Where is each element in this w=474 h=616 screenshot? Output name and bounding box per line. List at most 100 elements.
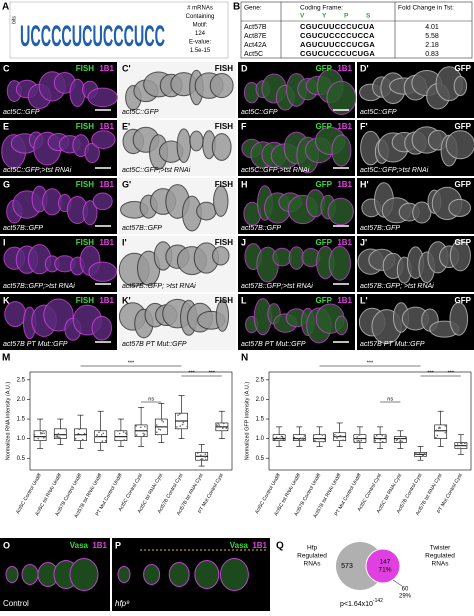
- coding-frame: AGUCUUCCCUCGA: [300, 40, 375, 49]
- genotype-caption: act57B PT Mut::GFP: [241, 341, 306, 348]
- venn-pct: 71%: [378, 567, 391, 574]
- jitter-point: [360, 439, 363, 442]
- jitter-point: [341, 435, 343, 438]
- jitter-point: [435, 436, 437, 439]
- genotype-caption: act57B PT Mut::GFP: [3, 341, 68, 348]
- genotype-caption: act57B::GFP;>tst RNAi: [241, 283, 313, 290]
- jitter-point: [313, 434, 315, 437]
- coding-frame: CGUCUUCCCUCUA: [300, 22, 375, 31]
- jitter-point: [200, 454, 202, 456]
- jitter-point: [302, 438, 305, 441]
- micrograph: [357, 62, 474, 118]
- jitter-point: [401, 440, 403, 443]
- micrograph: [0, 294, 117, 350]
- fold-change: 2.18: [425, 42, 439, 49]
- y-tick-label: 2.0: [256, 397, 265, 403]
- jitter-point: [375, 434, 378, 437]
- jitter-point: [353, 440, 355, 443]
- channel-label: GFP: [316, 238, 333, 247]
- jitter-point: [356, 436, 358, 438]
- gene-name: Act5C: [244, 51, 263, 58]
- panel-label: G: [3, 179, 10, 189]
- frame-letter: V: [300, 13, 305, 20]
- plot-frame: [29, 371, 233, 471]
- jitter-point: [293, 436, 296, 439]
- genotype-caption: act5C::GFP;>tst RNAi: [241, 167, 310, 174]
- jitter-point: [379, 439, 382, 441]
- jitter-point: [115, 439, 117, 442]
- venn-title: RNAs: [304, 561, 322, 568]
- jitter-point: [321, 434, 324, 436]
- channel-label: FISH: [76, 296, 94, 305]
- jitter-point: [178, 413, 181, 415]
- genotype-caption: act57B::GFP: [360, 225, 400, 232]
- jitter-point: [135, 425, 138, 427]
- micrograph: [238, 62, 357, 118]
- jitter-point: [423, 453, 426, 455]
- jitter-point: [77, 432, 80, 435]
- jitter-point: [40, 431, 42, 434]
- logo-frame: [9, 1, 229, 59]
- cell-cluster: [448, 198, 472, 217]
- frame-letter: Y: [322, 13, 327, 20]
- channel-label: FISH: [76, 180, 94, 189]
- jitter-point: [96, 434, 98, 436]
- panel-label: E': [122, 121, 130, 131]
- panel-label: N: [241, 353, 248, 364]
- venn-title: Regulated: [297, 553, 327, 560]
- cell-cluster: [445, 130, 474, 160]
- jitter-point: [215, 424, 217, 426]
- jitter-point: [143, 434, 145, 437]
- jitter-point: [422, 455, 425, 457]
- cell-cluster: [87, 87, 118, 108]
- channel-label: GFP: [455, 238, 472, 247]
- jitter-point: [163, 425, 166, 428]
- y-tick-label: 2.5: [256, 377, 265, 383]
- micrograph: [357, 120, 474, 176]
- cyst: [143, 564, 161, 585]
- table-frame: [240, 1, 473, 59]
- channel-label: GFP: [316, 64, 333, 73]
- jitter-point: [125, 433, 128, 436]
- panel-label: M: [2, 353, 10, 364]
- channel-label: 1B1: [99, 296, 114, 305]
- genotype-caption: act5C::GFP: [360, 109, 397, 116]
- cell-cluster: [196, 201, 217, 221]
- jitter-point: [122, 431, 125, 433]
- jitter-point: [299, 437, 302, 439]
- motif-text: E-value:: [189, 40, 211, 46]
- jitter-point: [159, 429, 162, 431]
- cell-cluster: [412, 201, 432, 224]
- significance-label: ***: [188, 370, 195, 376]
- jitter-point: [100, 434, 103, 436]
- venn-twister: [365, 548, 401, 584]
- cell-cluster: [4, 301, 27, 328]
- y-tick-label: 1.0: [256, 436, 265, 442]
- cell-cluster: [449, 239, 471, 272]
- jitter-point: [459, 447, 462, 450]
- venn-title: Regulated: [425, 553, 455, 560]
- significance-label: ***: [448, 370, 455, 376]
- motif-text: # mRNAs: [187, 6, 213, 12]
- cell-cluster: [92, 192, 113, 211]
- panel-label: J: [241, 237, 246, 247]
- gene-name: Act42A: [244, 42, 267, 49]
- channel-label: GFP: [455, 296, 472, 305]
- panel-label: I: [3, 237, 6, 247]
- jitter-point: [204, 456, 207, 458]
- genotype-caption: act5C::GFP: [3, 109, 40, 116]
- sequence-logo: UCCCCUCUCCCUCC: [20, 20, 165, 53]
- cell-cluster: [328, 245, 351, 281]
- jitter-point: [318, 438, 320, 440]
- jitter-point: [42, 430, 45, 432]
- genotype-caption: act5C::GFP: [241, 109, 278, 116]
- significance-label: ***: [367, 360, 374, 366]
- channel-label: GFP: [316, 180, 333, 189]
- cell-cluster: [449, 302, 469, 336]
- channel-label: 1B1: [92, 541, 107, 550]
- table-header: Fold Change in Tst:: [398, 5, 454, 12]
- micrograph: [357, 236, 474, 292]
- jitter-point: [425, 453, 427, 456]
- jitter-point: [161, 419, 163, 422]
